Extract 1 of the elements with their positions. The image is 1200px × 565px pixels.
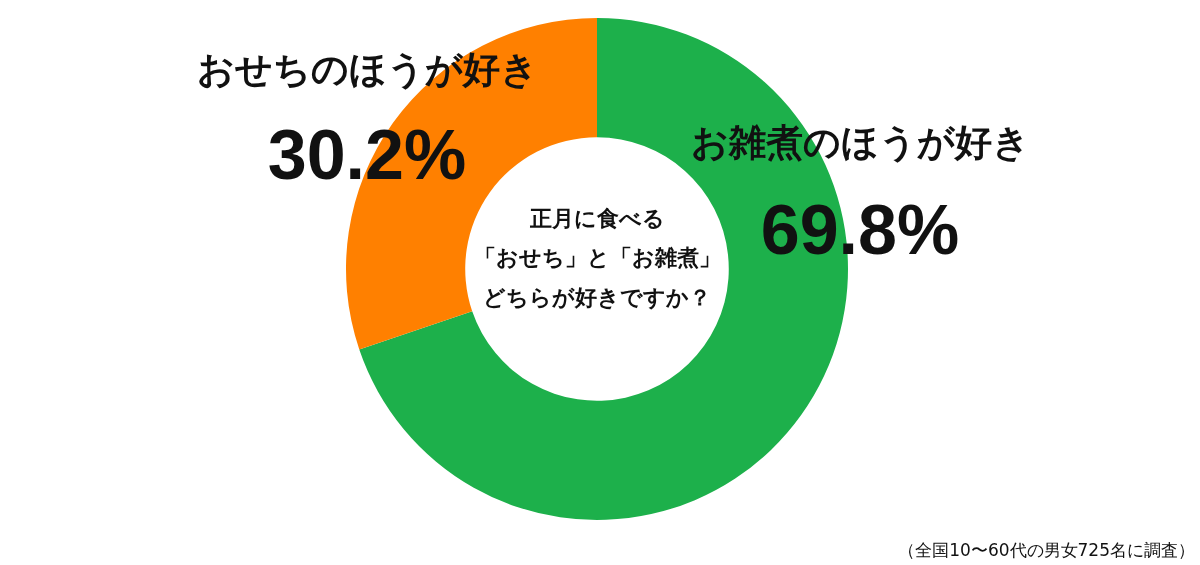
annotation: （全国10〜60代の男女725名に調査）	[898, 540, 1195, 560]
